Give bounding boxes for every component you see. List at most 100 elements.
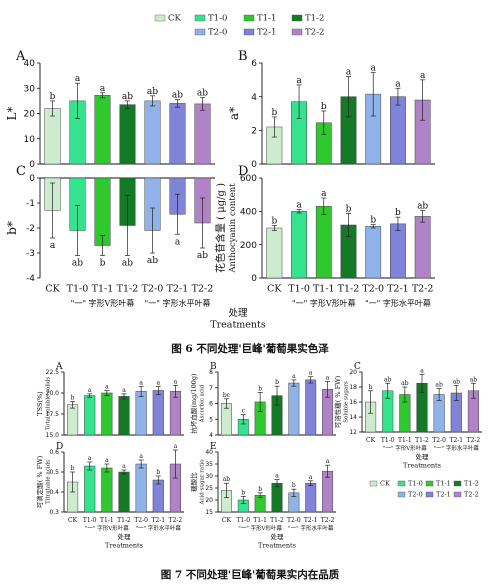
bar-T1-2	[118, 396, 130, 436]
significance-letter: ab	[470, 376, 478, 383]
y-tick-label: 20	[349, 369, 357, 376]
legend-label-T2-0: T2-0	[208, 28, 227, 38]
y-tick-label: 8	[209, 369, 213, 376]
significance-letter: a	[296, 201, 302, 211]
treatment-group-label-1: "一" 字形V形叶幕	[292, 298, 356, 308]
y-axis-label: 可滴定酸( % FW)	[35, 455, 44, 508]
x-tick-label: T2-0	[142, 284, 164, 295]
y-tick-label: 17.5	[46, 411, 60, 418]
panel-6A: A 0 10 20 30 40 L* b a a ab ab ab ab	[5, 49, 215, 170]
x-axis-title-cn: 处理	[228, 307, 248, 319]
y-tick-label: 30	[205, 473, 213, 480]
bar-T1-1	[101, 392, 113, 436]
x-tick-label: T2-0	[432, 437, 446, 444]
x-tick-label: T1-2	[117, 517, 131, 524]
significance-letter: ab	[122, 259, 133, 269]
legend-swatch-T2-2	[453, 491, 462, 498]
y-tick-label: 35	[205, 461, 213, 468]
significance-letter: a	[175, 237, 181, 247]
y-axis-sublabel: Titratable acids	[46, 460, 52, 504]
x-tick-label: T1-1	[100, 517, 114, 524]
legend-label-CK: CK	[380, 480, 390, 488]
bar-T2-2	[414, 216, 431, 279]
significance-letter: a	[105, 383, 109, 390]
significance-letter: ab	[453, 379, 461, 386]
significance-letter: b	[275, 379, 279, 386]
x-axis-title-en: Treatments	[258, 542, 296, 550]
y-axis-label: 可溶性糖( % FW)	[333, 375, 342, 428]
significance-letter: a	[122, 387, 126, 394]
x-tick-label: T2-2	[412, 284, 434, 295]
legend-swatch-T2-0	[397, 491, 406, 498]
panel-letter: A	[55, 362, 63, 372]
bar-T1-0	[84, 465, 96, 513]
significance-letter: bc	[223, 392, 231, 399]
significance-letter: b	[71, 394, 75, 401]
y-tick-label: 6	[251, 59, 257, 69]
y-tick-label: 200	[240, 241, 257, 251]
legend-label-T2-2: T2-2	[305, 28, 324, 38]
y-tick-label: 2	[251, 126, 257, 136]
x-tick-label: T2-0	[362, 284, 384, 295]
legend-label-CK: CK	[168, 14, 182, 24]
y-axis-sublabel: Soluble sugars	[344, 381, 350, 423]
y-tick-label: 0.3	[49, 509, 59, 516]
y-axis-sublabel: Total soluble solids	[46, 377, 52, 431]
bar-T2-1	[305, 379, 317, 436]
x-tick-label: CK	[222, 517, 232, 524]
x-tick-label: CK	[267, 284, 282, 295]
bar-T2-2	[194, 103, 211, 165]
significance-letter: ab	[384, 376, 392, 383]
significance-letter: b	[395, 208, 401, 218]
x-tick-label: T2-1	[304, 517, 318, 524]
panel-letter: E	[210, 442, 217, 452]
legend-label-T2-1: T2-1	[436, 491, 451, 499]
significance-letter: ab	[223, 476, 231, 483]
y-tick-label: 600	[240, 174, 257, 184]
y-tick-label: 22.5	[46, 369, 60, 376]
x-tick-label: T1-1	[398, 437, 412, 444]
significance-letter: a	[174, 443, 178, 450]
panel-6C: C0 -1 -2 -3 -4 b* a CK ab T1-0 b T1-1 ab T1-2 ab T2-0 a T…	[5, 164, 215, 295]
y-tick-label: 0.4	[49, 489, 59, 496]
significance-letter: a	[371, 63, 377, 73]
y-tick-label: 0.6	[49, 449, 59, 456]
bar-CK	[44, 108, 61, 165]
significance-letter: a	[321, 189, 327, 199]
significance-letter: b	[321, 102, 327, 112]
significance-letter: b	[156, 469, 160, 476]
y-tick-label: 0	[29, 174, 35, 184]
significance-letter: b	[71, 465, 75, 472]
treatment-group-label-2: "一" 字形水平叶幕	[136, 524, 182, 532]
x-axis-title-en: Treatments	[403, 462, 441, 470]
x-tick-label: T1-0	[67, 284, 89, 295]
bar-T1-0	[84, 395, 96, 436]
y-tick-label: 16	[349, 399, 357, 406]
significance-letter: b	[258, 385, 262, 392]
significance-letter: a	[395, 79, 401, 89]
significance-letter: ab	[72, 259, 83, 269]
significance-letter: a	[326, 374, 330, 381]
significance-letter: c	[242, 408, 246, 415]
treatment-group-label-1: "一" 字形V形叶幕	[85, 524, 129, 532]
legend-swatch-T2-0	[194, 28, 206, 36]
y-tick-label: 30	[24, 84, 36, 94]
y-tick-label: 40	[205, 449, 213, 456]
significance-letter: ab	[147, 256, 158, 266]
significance-letter: ab	[197, 251, 208, 261]
significance-letter: a	[309, 370, 313, 377]
y-tick-label: -2	[26, 224, 35, 234]
significance-letter: b	[50, 92, 56, 102]
significance-letter: ab	[172, 91, 183, 101]
significance-letter: a	[105, 457, 109, 464]
x-tick-label: T1-2	[117, 284, 139, 295]
treatment-group-label-2: "一" 字形水平叶幕	[288, 524, 334, 532]
legend-label-T2-1: T2-1	[257, 28, 276, 38]
x-tick-label: T1-1	[253, 517, 267, 524]
significance-letter: b	[369, 384, 373, 391]
significance-letter: b	[100, 259, 106, 269]
panel-7A: A 15.0 17.5 20.0 22.5 TSS(%) Total soluble sol…	[36, 362, 184, 439]
figure-6-legend: CK T1-0 T1-1 T1-2 T2-0 T2-1 T2-2	[154, 14, 324, 38]
